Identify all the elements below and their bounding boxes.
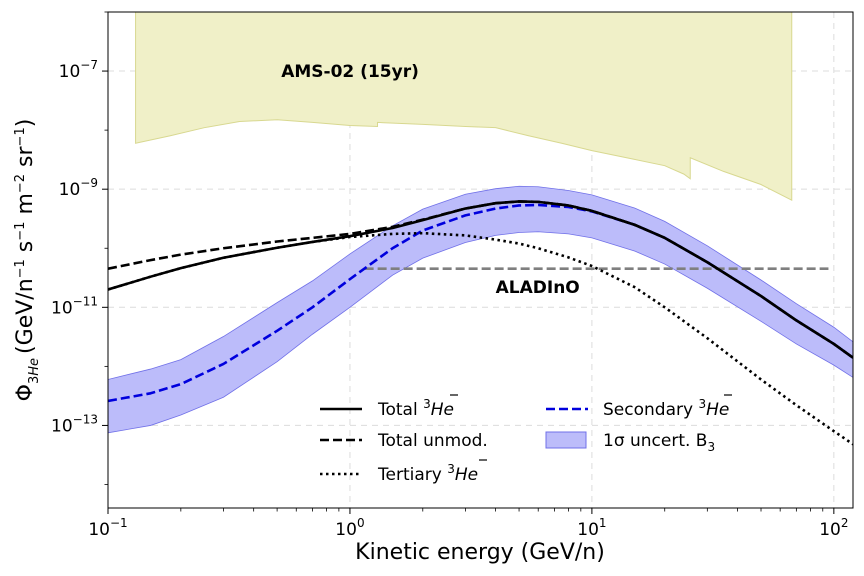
y-axis-title-exp2: −1	[13, 222, 28, 241]
x-axis-title: Kinetic energy (GeV/n)	[355, 540, 605, 565]
y-tick-label-0: 10−13	[51, 412, 98, 436]
x-tick-label-2: 101	[577, 516, 606, 540]
y-tick-label-1: 10−11	[51, 294, 98, 318]
y-axis-title: Φ3He(GeV/n−1 s−1 m−2 sr−1)	[13, 119, 42, 402]
legend-label-secondary: Secondary 3He	[603, 397, 729, 420]
axis-ticks: 10−1 100 101 102 10−13 10−11 10−9 10−7	[51, 11, 848, 540]
legend: Total 3He Total unmod. Tertiary 3He Seco…	[320, 394, 732, 485]
y-axis-title-units-post: )	[13, 119, 38, 128]
y-axis-title-sub2: He	[27, 358, 42, 376]
y-axis-title-phi: Φ	[13, 384, 38, 401]
legend-label-total: Total 3He	[377, 397, 454, 420]
legend-label-tertiary: Tertiary 3He	[377, 462, 478, 485]
x-tick-label-3: 102	[819, 516, 848, 540]
y-tick-label-2: 10−9	[59, 176, 98, 200]
x-tick-label-0: 10−1	[88, 516, 127, 540]
uncertainty-band	[108, 185, 853, 434]
y-axis-title-units-mid2: m	[13, 193, 38, 221]
y-axis-title-units-pre: (GeV/n	[13, 278, 38, 354]
y-axis-title-exp3: −2	[13, 174, 28, 193]
y-axis-title-units-mid: s	[13, 241, 38, 259]
annotation-ams-02: AMS-02 (15yr)	[281, 62, 419, 82]
legend-label-unmod: Total unmod.	[377, 431, 488, 451]
x-tick-label-1: 100	[335, 516, 364, 540]
legend-label-band: 1σ uncert. B3	[603, 431, 715, 454]
y-axis-title-units-mid3: sr	[13, 145, 38, 173]
series-line-total	[108, 200, 853, 359]
plot-frame	[107, 11, 854, 509]
y-axis-title-exp4: −1	[13, 127, 28, 146]
legend-handle-band	[545, 431, 587, 449]
y-axis-title-exp1: −1	[13, 259, 28, 278]
annotation-aladino: ALADInO	[496, 278, 580, 298]
y-axis-title-sub: 3	[27, 376, 42, 384]
y-tick-label-3: 10−7	[59, 58, 98, 82]
ams-02-region	[135, 12, 793, 202]
